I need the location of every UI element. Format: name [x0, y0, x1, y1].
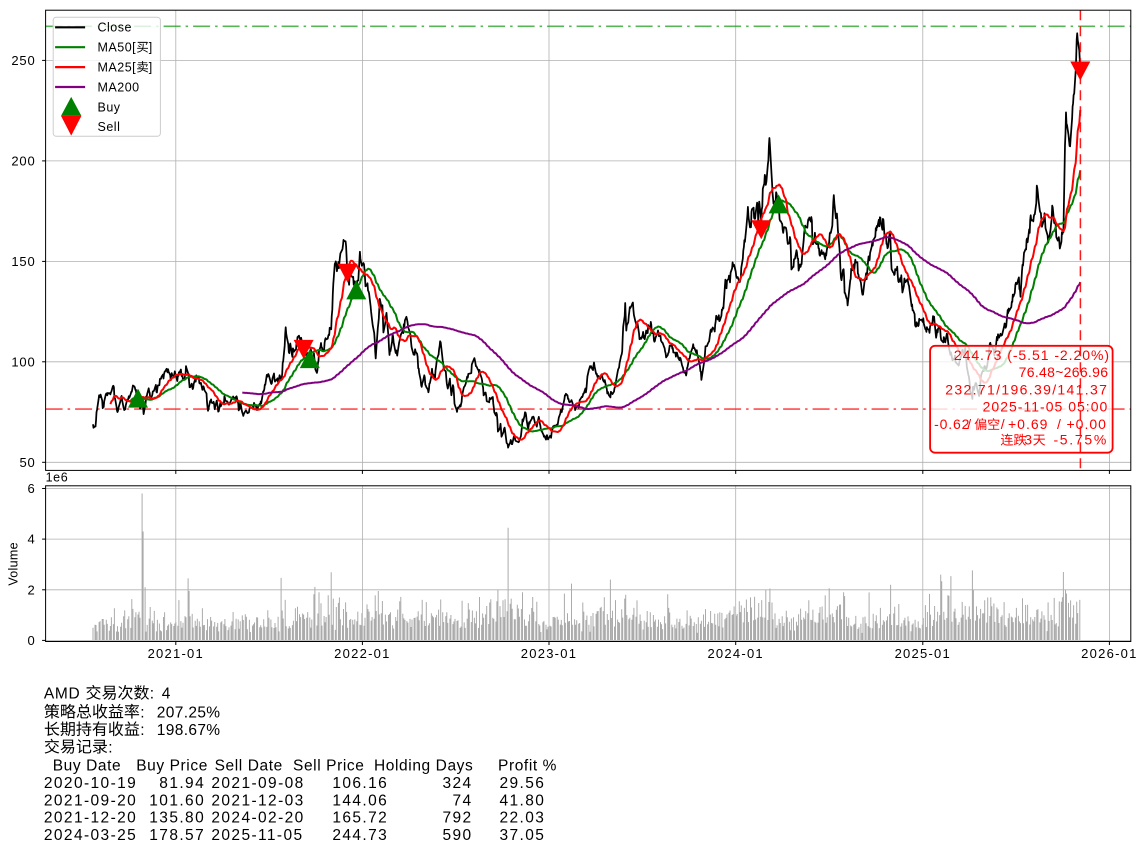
svg-text:100: 100: [11, 354, 35, 369]
svg-text:Volume: Volume: [6, 542, 20, 586]
svg-text:Buy Price: Buy Price: [136, 757, 208, 774]
svg-text:MA50[: MA50[: [98, 41, 137, 55]
svg-text:2021-12-03: 2021-12-03: [211, 792, 304, 809]
svg-text:2024-01: 2024-01: [707, 646, 763, 661]
svg-text:2021-12-20: 2021-12-20: [44, 810, 137, 827]
svg-text:150: 150: [11, 254, 35, 269]
svg-text:250: 250: [11, 53, 35, 68]
svg-text:101.60: 101.60: [149, 792, 205, 809]
svg-text:165.72: 165.72: [332, 810, 388, 827]
svg-text:Close: Close: [98, 21, 132, 35]
svg-text::: :: [150, 686, 155, 703]
svg-text:2024-02-20: 2024-02-20: [211, 810, 304, 827]
svg-text:232.71/196.39/141.37: 232.71/196.39/141.37: [945, 381, 1108, 397]
svg-text:2024-03-25: 2024-03-25: [44, 827, 137, 844]
svg-text:244.73: 244.73: [332, 827, 388, 844]
svg-text:AMD: AMD: [44, 686, 81, 703]
svg-text:1e6: 1e6: [46, 471, 69, 485]
svg-text:244.73 (-5.51 -2.20%): 244.73 (-5.51 -2.20%): [954, 347, 1110, 363]
svg-text:-5.75%: -5.75%: [1053, 432, 1108, 448]
svg-text:Sell Price: Sell Price: [293, 757, 364, 774]
svg-text:Holding Days: Holding Days: [374, 757, 473, 774]
svg-text:792: 792: [442, 810, 472, 827]
svg-text:2021-01: 2021-01: [148, 646, 204, 661]
svg-text:324: 324: [442, 775, 472, 792]
svg-text:Sell Date: Sell Date: [215, 757, 283, 774]
svg-text:+0.69: +0.69: [1008, 416, 1048, 432]
svg-text:2021-09-08: 2021-09-08: [211, 775, 304, 792]
svg-text:Buy Date: Buy Date: [53, 757, 122, 774]
svg-text:29.56: 29.56: [500, 775, 546, 792]
svg-text:Buy: Buy: [98, 100, 121, 114]
svg-text:MA200: MA200: [98, 80, 140, 94]
svg-text:2021-09-20: 2021-09-20: [44, 792, 137, 809]
svg-text:198.67%: 198.67%: [157, 722, 221, 739]
svg-text:2023-01: 2023-01: [521, 646, 577, 661]
svg-text:22.03: 22.03: [500, 810, 546, 827]
svg-text:4: 4: [162, 686, 171, 703]
svg-text:144.06: 144.06: [332, 792, 388, 809]
svg-text:-0.62: -0.62: [934, 416, 970, 432]
svg-text:/: /: [967, 416, 971, 432]
svg-text:3: 3: [1024, 432, 1032, 448]
svg-text:2020-10-19: 2020-10-19: [44, 775, 137, 792]
svg-text:41.80: 41.80: [500, 792, 546, 809]
svg-text:Profit %: Profit %: [498, 757, 557, 774]
svg-text:207.25%: 207.25%: [157, 704, 221, 721]
svg-text:37.05: 37.05: [500, 827, 546, 844]
svg-text:76.48~266.96: 76.48~266.96: [1019, 364, 1109, 380]
svg-text::: :: [140, 704, 145, 721]
svg-text:2: 2: [27, 582, 35, 597]
svg-text:2022-01: 2022-01: [334, 646, 390, 661]
svg-text:50: 50: [19, 455, 35, 470]
svg-text:6: 6: [27, 481, 35, 496]
svg-text:/: /: [1057, 416, 1061, 432]
svg-text:200: 200: [11, 154, 35, 169]
svg-text:2025-11-05: 2025-11-05: [211, 827, 303, 844]
svg-text:81.94: 81.94: [159, 775, 205, 792]
svg-text:590: 590: [442, 827, 472, 844]
svg-text::: :: [108, 739, 113, 756]
svg-text:+0.00: +0.00: [1067, 416, 1107, 432]
svg-text:106.16: 106.16: [332, 775, 388, 792]
svg-text:0: 0: [27, 633, 35, 648]
svg-text:135.80: 135.80: [149, 810, 205, 827]
svg-text:MA25[: MA25[: [98, 61, 137, 75]
svg-text:Sell: Sell: [98, 120, 121, 134]
svg-text:/: /: [1001, 416, 1005, 432]
svg-text:]: ]: [149, 61, 152, 75]
svg-text:74: 74: [452, 792, 472, 809]
svg-text:]: ]: [149, 41, 152, 55]
svg-text:2025-11-05 05:00: 2025-11-05 05:00: [983, 399, 1109, 415]
svg-text::: :: [140, 722, 145, 739]
svg-text:2026-01: 2026-01: [1081, 646, 1137, 661]
svg-text:4: 4: [27, 532, 35, 547]
svg-text:178.57: 178.57: [149, 827, 205, 844]
svg-text:2025-01: 2025-01: [895, 646, 951, 661]
